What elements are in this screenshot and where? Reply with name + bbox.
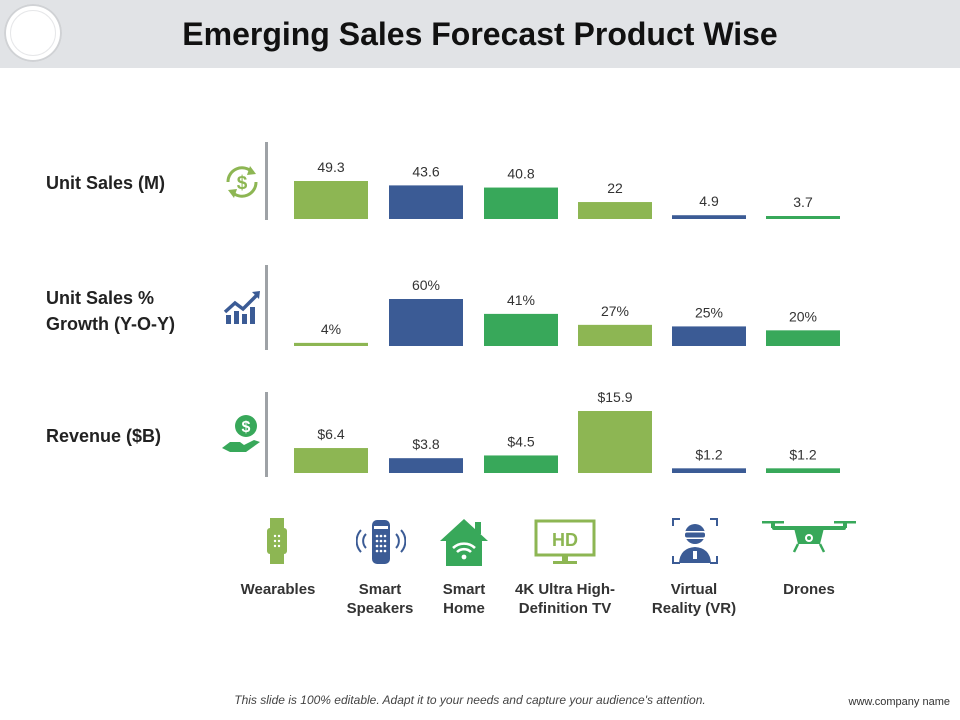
bar-3-5	[672, 468, 746, 473]
drone-icon	[762, 521, 856, 553]
bar-2-6	[766, 330, 840, 346]
bar-1-5	[672, 215, 746, 219]
company-name: www.company name	[848, 696, 951, 708]
data-label-1-5: 4.9	[699, 193, 719, 209]
data-label-3-4: $15.9	[597, 389, 632, 405]
smart-home-icon	[440, 519, 488, 566]
bar-3-2	[389, 458, 463, 473]
data-label-2-2: 60%	[412, 277, 440, 293]
svg-text:$: $	[242, 419, 251, 436]
smart-speaker-icon	[356, 520, 406, 564]
data-label-2-5: 25%	[695, 304, 723, 320]
bar-1-1	[294, 181, 368, 219]
footer-note-text: This slide is 100% editable. Adapt it to…	[234, 693, 706, 707]
bar-3-3	[484, 455, 558, 473]
bar-1-4	[578, 202, 652, 219]
bar-2-2	[389, 299, 463, 346]
product-label-smart-speakers: Smart Speakers	[346, 581, 414, 617]
data-label-2-1: 4%	[321, 321, 341, 337]
svg-text:$: $	[237, 173, 248, 194]
hd-tv-icon: HD	[534, 519, 596, 564]
product-label-smart-home: Smart Home	[442, 581, 486, 617]
logo-placeholder	[4, 4, 62, 62]
data-label-1-6: 3.7	[793, 194, 813, 210]
data-label-3-5: $1.2	[695, 446, 722, 462]
data-label-2-6: 20%	[789, 308, 817, 324]
row-divider	[265, 142, 268, 220]
svg-text:HD: HD	[552, 530, 578, 550]
row-divider	[265, 265, 268, 350]
data-label-3-6: $1.2	[789, 446, 816, 462]
bar-1-2	[389, 185, 463, 219]
bar-3-4	[578, 411, 652, 473]
bar-3-6	[766, 468, 840, 473]
product-label-vr: Virtual Reality (VR)	[651, 581, 737, 617]
bar-1-3	[484, 187, 558, 219]
product-label-drones: Drones	[783, 581, 835, 598]
bar-1-6	[766, 216, 840, 219]
page-title: Emerging Sales Forecast Product Wise	[182, 16, 778, 52]
data-label-1-3: 40.8	[507, 166, 534, 182]
data-label-3-1: $6.4	[317, 426, 344, 442]
data-label-3-3: $4.5	[507, 433, 534, 449]
smartwatch-icon	[267, 518, 287, 564]
dollar-cycle-icon: $	[226, 166, 258, 198]
data-label-1-4: 22	[607, 180, 623, 196]
bar-2-1	[294, 342, 368, 346]
row-label-unit-sales: Unit Sales (M)	[46, 173, 166, 193]
data-label-2-3: 41%	[507, 292, 535, 308]
row-label-revenue: Revenue ($B)	[46, 426, 162, 446]
bar-2-4	[578, 324, 652, 346]
data-label-3-2: $3.8	[412, 436, 439, 452]
bar-2-3	[484, 313, 558, 346]
row-label-unit-growth: Unit Sales % Growth (Y-O-Y)	[46, 288, 175, 334]
bar-3-1	[294, 448, 368, 473]
row-divider	[265, 392, 268, 477]
data-label-1-2: 43.6	[412, 163, 439, 179]
growth-chart-icon	[223, 291, 260, 324]
product-label-wearables: Wearables	[240, 581, 316, 598]
vr-headset-icon	[672, 518, 718, 564]
footer-note: This slide is 100% editable. Adapt it to…	[0, 693, 960, 707]
money-hand-icon: $	[222, 415, 260, 452]
data-label-2-4: 27%	[601, 303, 629, 319]
header-bar: Emerging Sales Forecast Product Wise	[0, 0, 960, 68]
bar-2-5	[672, 326, 746, 346]
data-label-1-1: 49.3	[317, 159, 344, 175]
product-label-4k-tv: 4K Ultra High- Definition TV	[514, 581, 615, 617]
